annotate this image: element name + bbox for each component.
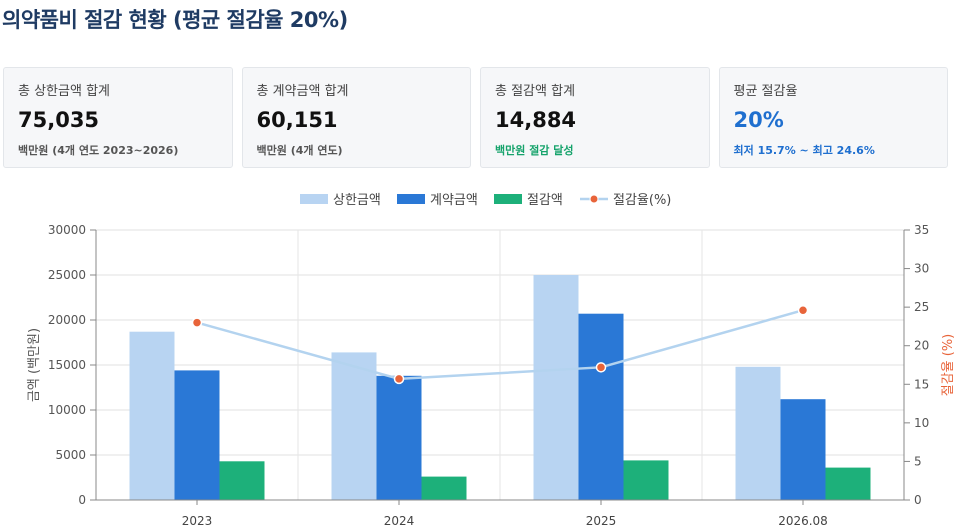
y-tick-label: 15000 [48,358,86,372]
y2-tick-label: 10 [914,416,929,430]
y2-axis-title: 절감율 (%) [941,334,956,397]
rate-point [393,373,405,385]
kpi-value: 14,884 [495,108,577,132]
kpi-label: 평균 절감율 [733,84,798,99]
bar-saving [623,460,669,500]
y-tick-label: 5000 [55,448,86,462]
y-axis-title: 금액 (백만원) [27,328,42,402]
bar-saving [219,461,265,500]
x-tick-label: 2025 [586,514,617,528]
kpi-note: 최저 15.7% ~ 최고 24.6% [733,144,875,157]
bar-contract [174,370,220,500]
y2-tick-label: 35 [914,223,929,237]
legend-item-ceiling[interactable]: 상한금액 [300,193,381,208]
x-tick-label: 2024 [384,514,415,528]
legend-label: 절감액 [527,193,563,208]
kpi-label: 총 상한금액 합계 [18,84,110,99]
rate-point [797,304,809,316]
legend-swatch [397,194,425,204]
legend-swatch [494,194,522,204]
kpi-label: 총 계약금액 합계 [256,84,349,99]
kpi-value: 20% [733,108,784,132]
y2-tick-label: 30 [914,262,929,276]
kpi-label: 총 절감액 합계 [495,84,576,99]
kpi-note: 백만원 (4개 연도) [256,144,343,157]
axis-layer: 0500010000150002000025000300000510152025… [27,223,956,528]
kpi-note: 백만원 절감 달성 [495,144,574,157]
bar-saving [825,467,871,500]
kpi-cards: 총 상한금액 합계 75,035 백만원 (4개 연도 2023~2026) 총… [3,67,948,168]
savings-chart: 0500010000150002000025000300000510152025… [27,193,956,528]
kpi-value: 75,035 [18,108,100,132]
bar-ceiling [331,352,377,500]
x-tick-label: 2026.08 [778,514,828,528]
rate-point [191,317,203,328]
y2-tick-label: 15 [914,377,929,391]
legend-swatch [300,194,328,204]
bar-ceiling [735,366,781,500]
legend-label: 절감율(%) [613,193,671,208]
y2-tick-label: 0 [914,493,922,507]
legend-item-contract[interactable]: 계약금액 [397,193,478,208]
legend-label: 계약금액 [430,193,478,208]
kpi-card-contract-total: 총 계약금액 합계 60,151 백만원 (4개 연도) [241,67,471,168]
bar-contract [376,375,422,500]
y2-tick-label: 5 [914,454,922,468]
x-tick-label: 2023 [182,514,213,528]
rate-line [196,309,804,381]
legend-swatch-marker [589,194,599,204]
y-tick-label: 20000 [48,313,86,327]
line-layer [191,304,809,385]
kpi-card-saving-total: 총 절감액 합계 14,884 백만원 절감 달성 [480,67,710,168]
y-tick-label: 30000 [48,223,86,237]
y-tick-label: 0 [78,493,86,507]
legend-item-rate[interactable]: 절감율(%) [580,193,671,208]
bar-saving [421,476,467,500]
bar-contract [578,313,624,500]
chart-legend[interactable]: 상한금액 계약금액 절감액 절감율(%) [300,193,671,208]
bar-ceiling [129,331,175,500]
y2-tick-label: 20 [914,339,929,353]
kpi-card-ceiling-total: 총 상한금액 합계 75,035 백만원 (4개 연도 2023~2026) [3,67,233,168]
bar-contract [780,399,826,500]
page-title: 의약품비 절감 현황 (평균 절감율 20%) [2,8,348,32]
bar-ceiling [533,275,579,500]
legend-label: 상한금액 [333,193,381,208]
legend-item-saving[interactable]: 절감액 [494,193,563,208]
kpi-card-average-rate: 평균 절감율 20% 최저 15.7% ~ 최고 24.6% [718,67,948,168]
rate-point [595,362,607,373]
bar-layer [129,275,871,500]
y-tick-label: 25000 [48,268,86,282]
kpi-value: 60,151 [256,108,338,132]
kpi-note: 백만원 (4개 연도 2023~2026) [18,144,179,157]
y-tick-label: 10000 [48,403,86,417]
y2-tick-label: 25 [914,300,929,314]
